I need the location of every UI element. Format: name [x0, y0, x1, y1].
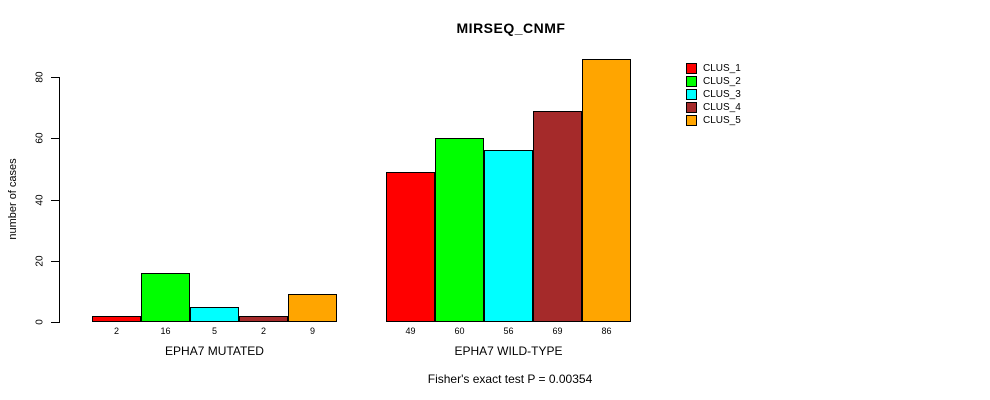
y-axis-tick — [51, 200, 59, 201]
y-axis-tick — [51, 77, 59, 78]
bar-value-label: 86 — [601, 326, 612, 336]
legend-item: CLUS_1 — [686, 62, 741, 75]
bar — [484, 150, 533, 322]
bar — [92, 316, 141, 322]
bar — [582, 59, 631, 322]
bar-value-label: 60 — [454, 326, 465, 336]
bar — [386, 172, 435, 322]
y-axis-tick-label: 60 — [34, 132, 46, 144]
legend-item: CLUS_2 — [686, 75, 741, 88]
legend-item: CLUS_4 — [686, 101, 741, 114]
y-axis-tick — [51, 261, 59, 262]
y-axis-tick-label: 80 — [34, 71, 46, 83]
bar — [435, 138, 484, 322]
bar-value-label: 9 — [309, 326, 315, 336]
bar — [190, 307, 239, 322]
x-group-label-mutated: EPHA7 MUTATED — [165, 344, 264, 358]
bar-value-label: 69 — [552, 326, 563, 336]
legend-swatch — [686, 63, 697, 74]
legend-swatch — [686, 102, 697, 113]
bar-value-label: 2 — [113, 326, 119, 336]
y-axis-line — [59, 77, 60, 323]
legend-swatch — [686, 115, 697, 126]
bar — [288, 294, 337, 322]
legend-swatch — [686, 89, 697, 100]
y-axis-label: number of cases — [7, 158, 19, 240]
y-axis-tick-label: 0 — [34, 319, 46, 325]
y-axis-tick-label: 20 — [34, 255, 46, 267]
legend: CLUS_1 CLUS_2 CLUS_3 CLUS_4 CLUS_5 — [686, 62, 741, 127]
x-group-label-wildtype: EPHA7 WILD-TYPE — [454, 344, 563, 358]
y-axis-tick — [51, 322, 59, 323]
fisher-test-annotation: Fisher's exact test P = 0.00354 — [427, 372, 593, 386]
legend-label: CLUS_4 — [703, 102, 741, 113]
bar-value-label: 56 — [503, 326, 514, 336]
legend-label: CLUS_5 — [703, 115, 741, 126]
bar — [141, 273, 190, 322]
legend-label: CLUS_1 — [703, 63, 741, 74]
legend-item: CLUS_5 — [686, 114, 741, 127]
bar — [533, 111, 582, 322]
y-axis-tick-label: 40 — [34, 194, 46, 206]
bar — [239, 316, 288, 322]
bar-value-label: 16 — [160, 326, 171, 336]
bar-value-label: 2 — [260, 326, 266, 336]
y-axis-tick — [51, 138, 59, 139]
legend-item: CLUS_3 — [686, 88, 741, 101]
chart-title: MIRSEQ_CNMF — [456, 20, 566, 36]
bar-value-label: 5 — [211, 326, 217, 336]
legend-label: CLUS_2 — [703, 76, 741, 87]
legend-label: CLUS_3 — [703, 89, 741, 100]
bar-value-label: 49 — [405, 326, 416, 336]
legend-swatch — [686, 76, 697, 87]
